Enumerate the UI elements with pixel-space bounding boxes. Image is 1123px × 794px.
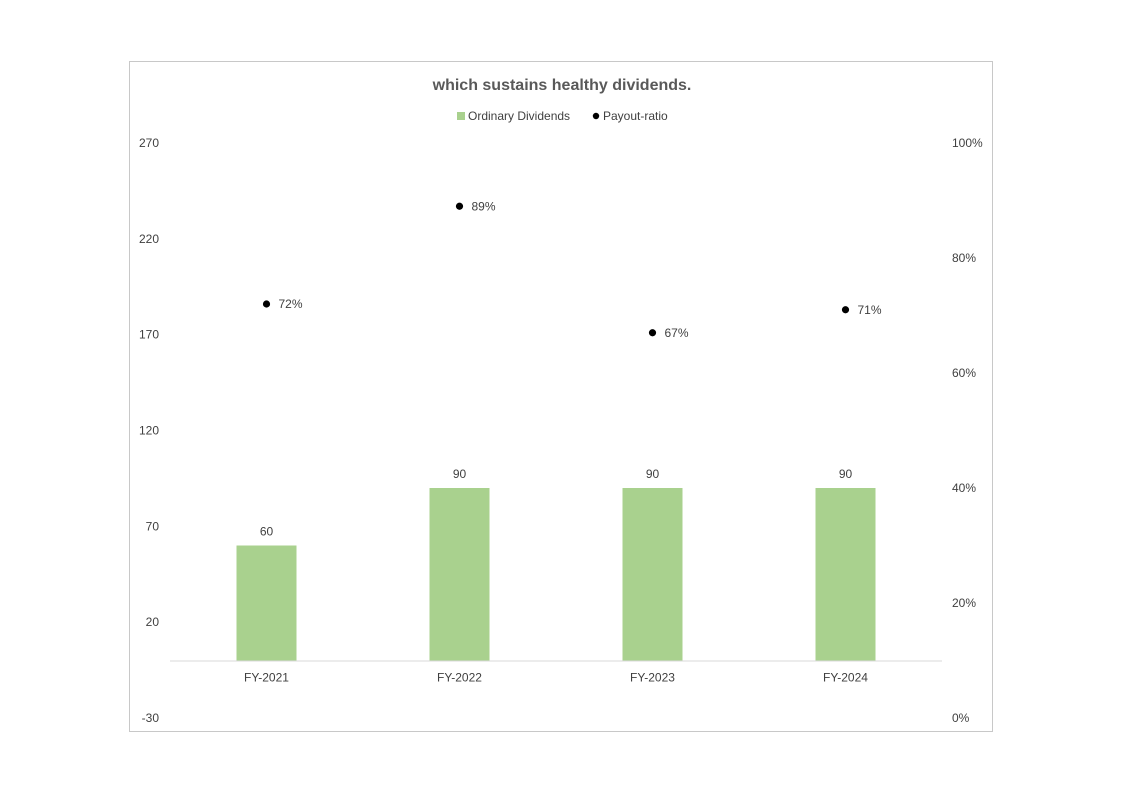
bar (815, 488, 876, 661)
bar-series (236, 488, 876, 661)
right-axis-tick-label: 100% (952, 136, 983, 150)
payout-value-label: 71% (858, 303, 882, 317)
right-axis-tick-label: 40% (952, 481, 976, 495)
left-axis-tick-label: 220 (139, 232, 159, 246)
payout-point (648, 329, 657, 337)
category-label: FY-2024 (823, 671, 868, 685)
left-axis-tick-label: 120 (139, 424, 159, 438)
payout-value-label: 67% (665, 326, 689, 340)
bar-value-label: 60 (260, 525, 274, 539)
category-label: FY-2021 (244, 671, 289, 685)
category-label: FY-2023 (630, 671, 675, 685)
legend-swatch-dividends (457, 112, 465, 120)
legend-label-payout: Payout-ratio (603, 109, 668, 123)
chart-title: which sustains healthy dividends. (432, 77, 692, 94)
left-axis-tick-label: 170 (139, 328, 159, 342)
right-axis-tick-label: 0% (952, 711, 970, 725)
left-axis-tick-label: -30 (142, 711, 160, 725)
payout-data-labels: 72% 89% 67% 71% (279, 199, 882, 340)
left-axis-tick-label: 70 (146, 519, 160, 533)
chart-svg: which sustains healthy dividends. Ordina… (139, 77, 983, 725)
right-axis-tick-label: 80% (952, 251, 976, 265)
legend: Ordinary Dividends Payout-ratio (457, 109, 668, 123)
bar-value-label: 90 (646, 467, 660, 481)
payout-point (455, 202, 464, 210)
category-label: FY-2022 (437, 671, 482, 685)
payout-value-label: 89% (472, 199, 496, 213)
legend-label-dividends: Ordinary Dividends (468, 109, 570, 123)
bar (622, 488, 683, 661)
payout-series (262, 202, 850, 337)
payout-point (841, 306, 850, 314)
right-axis-tick-label: 60% (952, 366, 976, 380)
bar (429, 488, 490, 661)
category-labels: FY-2021 FY-2022 FY-2023 FY-2024 (244, 671, 868, 685)
left-axis-tick-label: 270 (139, 136, 159, 150)
chart-frame: which sustains healthy dividends. Ordina… (129, 61, 993, 732)
bar (236, 545, 297, 661)
left-axis: 270 220 170 120 70 20 -30 (139, 136, 159, 725)
legend-marker-payout (592, 112, 600, 120)
bar-value-label: 90 (839, 467, 853, 481)
left-axis-tick-label: 20 (146, 615, 160, 629)
payout-value-label: 72% (279, 297, 303, 311)
right-axis: 100% 80% 60% 40% 20% 0% (952, 136, 983, 725)
right-axis-tick-label: 20% (952, 596, 976, 610)
payout-point (262, 300, 271, 308)
bar-data-labels: 60 90 90 90 (260, 467, 853, 539)
bar-value-label: 90 (453, 467, 467, 481)
